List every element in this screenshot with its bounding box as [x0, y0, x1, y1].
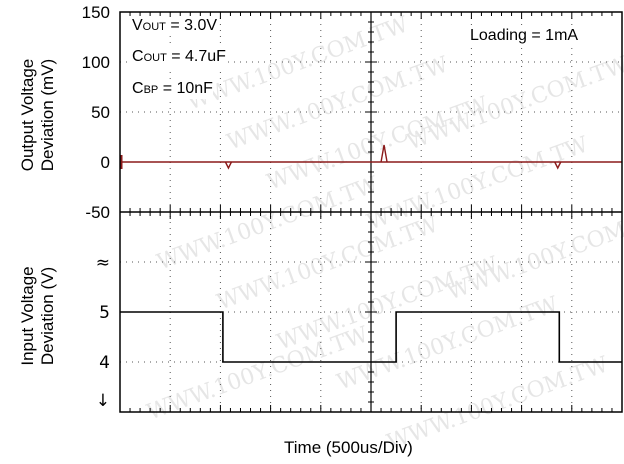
top-ylabel-line1: Output Voltage — [18, 58, 37, 172]
watermark-text-11: WWW.100Y.COM.TW — [444, 202, 624, 305]
top-ytick-label-2: 50 — [91, 103, 110, 122]
top-ytick-label-4: -50 — [85, 203, 110, 222]
signal-traces — [119, 144, 622, 363]
bottom-ytick-label-3: ↓ — [96, 391, 110, 411]
annotation-vout: VOUT = 3.0V — [132, 17, 218, 36]
annotation-cout: COUT = 4.7uF — [132, 48, 226, 67]
output-transient-spike-0 — [224, 161, 233, 170]
top-ytick-label-1: 100 — [82, 53, 110, 72]
top-ytick-label-0: 150 — [82, 3, 110, 22]
x-axis-label: Time (500us/Div) — [284, 438, 413, 457]
annotation-cbp: CBP = 10nF — [132, 80, 213, 99]
annotation-loading: Loading = 1mA — [470, 27, 579, 45]
watermark-layer: WWW.100Y.COM.TWWWW.100Y.COM.TWWWW.100Y.C… — [144, 12, 624, 455]
top-ylabel: Output Voltage Deviation (mV) — [18, 15, 58, 215]
bottom-ylabel: Input Voltage Deviation (V) — [18, 216, 58, 416]
output-transient-spike-2 — [554, 161, 562, 170]
bottom-ytick-label-1: 5 — [99, 303, 110, 323]
tick-labels: 150 100 50 0 -50 ≈5 4 ↓ — [82, 3, 110, 411]
bottom-ylabel-line2: Deviation (V) — [38, 266, 57, 366]
bottom-ylabel-line1: Input Voltage — [18, 266, 37, 366]
top-ytick-label-3: 0 — [101, 153, 110, 172]
top-ylabel-line2: Deviation (mV) — [38, 58, 57, 172]
input-voltage-trace — [120, 311, 622, 363]
output-transient-spike-1 — [380, 144, 388, 163]
bottom-ytick-label-2: 4 — [99, 353, 110, 373]
bottom-ytick-label-0: ≈ — [96, 253, 110, 273]
